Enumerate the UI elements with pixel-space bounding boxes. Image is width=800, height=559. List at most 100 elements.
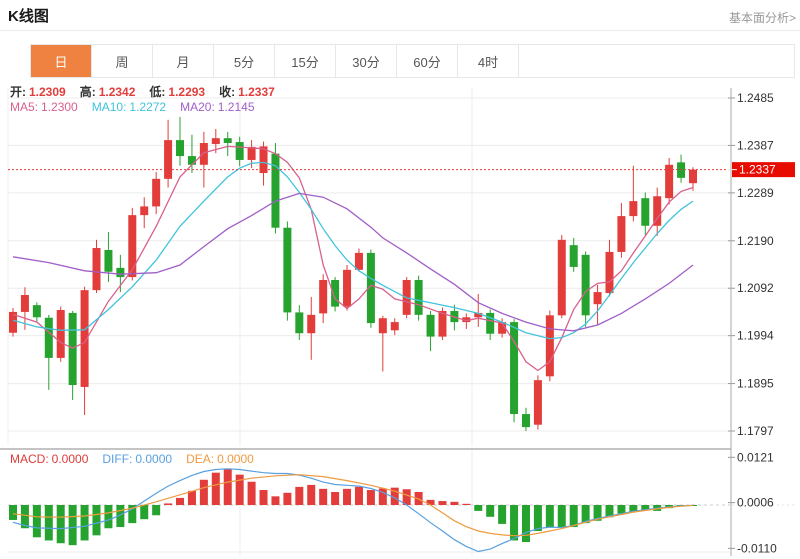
tab-4时[interactable]: 4时 <box>458 45 519 77</box>
macd-histogram-bar <box>247 481 256 505</box>
macd-histogram-bar <box>474 505 483 511</box>
candlestick <box>390 322 399 331</box>
macd-histogram-bar <box>104 505 113 529</box>
price-axis-label: 1.1895 <box>737 377 774 391</box>
candlestick <box>128 215 137 278</box>
fundamental-analysis-link[interactable]: 基本面分析> <box>728 11 796 25</box>
candlestick <box>557 239 566 316</box>
candlestick <box>605 251 614 294</box>
macd-histogram-bar <box>68 505 77 546</box>
macd-axis-label: -0.0110 <box>737 541 777 555</box>
candlestick <box>20 294 29 312</box>
macd-histogram-bar <box>390 487 399 505</box>
tab-日[interactable]: 日 <box>31 45 92 77</box>
ohlc-legend: 开: 1.2309 高: 1.2342 低: 1.2293 收: 1.2337 <box>10 85 275 99</box>
price-axis-label: 1.2289 <box>737 186 774 200</box>
candlestick <box>104 249 113 272</box>
candlestick <box>462 317 471 323</box>
legend-label: MA20: <box>180 100 215 114</box>
candlestick <box>44 317 53 358</box>
candlestick <box>295 312 304 334</box>
macd-histogram-bar <box>450 501 459 505</box>
macd-histogram-bar <box>438 501 447 505</box>
macd-histogram-bar <box>116 505 125 528</box>
macd-histogram-bar <box>56 505 65 544</box>
macd-histogram-bar <box>402 489 411 505</box>
legend-value: 1.2272 <box>129 100 167 114</box>
macd-histogram-bar <box>366 490 375 505</box>
tab-5分[interactable]: 5分 <box>214 45 275 77</box>
candlestick <box>331 279 340 307</box>
candlestick <box>665 164 674 199</box>
candlestick <box>140 206 149 216</box>
candlestick <box>569 245 578 267</box>
candlestick <box>521 414 530 428</box>
price-axis-label: 1.2485 <box>737 91 774 105</box>
candlestick <box>498 322 507 334</box>
tab-15分[interactable]: 15分 <box>275 45 336 77</box>
candlestick <box>510 322 519 415</box>
price-axis-label: 1.2387 <box>737 138 774 152</box>
candlestick <box>116 267 125 278</box>
candlestick <box>343 269 352 307</box>
legend-item: MA10: 1.2272 <box>92 100 166 114</box>
ma20-line <box>12 192 694 332</box>
ma5-line <box>12 145 694 372</box>
price-axis-label: 1.2190 <box>737 234 774 248</box>
diff-line <box>12 468 694 553</box>
macd-histogram-bar <box>426 499 435 505</box>
candlestick <box>593 292 602 305</box>
current-price-badge-label: 1.2337 <box>739 163 776 177</box>
macd-histogram-bar <box>176 497 185 505</box>
tab-30分[interactable]: 30分 <box>336 45 397 77</box>
current-price-badge <box>732 162 795 178</box>
candlestick <box>319 279 328 314</box>
macd-histogram-bar <box>259 490 268 505</box>
price-axis-label: 1.2092 <box>737 281 774 295</box>
macd-histogram-bar <box>44 505 53 541</box>
candlestick <box>545 315 554 377</box>
macd-histogram-bar <box>283 492 292 505</box>
legend-label: DIFF: <box>102 452 133 466</box>
legend-value: 1.2342 <box>98 85 136 99</box>
legend-item: 开: 1.2309 <box>10 85 66 99</box>
candlestick <box>235 142 244 160</box>
candlestick <box>366 252 375 324</box>
macd-histogram-bar <box>211 472 220 505</box>
legend-item: DEA: 0.0000 <box>186 452 254 466</box>
legend-item: 低: 1.2293 <box>149 85 205 99</box>
legend-label: 高: <box>79 85 96 99</box>
tab-周[interactable]: 周 <box>92 45 153 77</box>
macd-histogram-bar <box>462 503 471 505</box>
interval-tabbar: 日周月 5分 15分 30分 60分 4时 <box>30 44 795 78</box>
candlestick <box>164 140 173 179</box>
macd-histogram-bar <box>295 486 304 505</box>
ma-legend: MA5: 1.2300 MA10: 1.2272 MA20: 1.2145 <box>10 100 255 114</box>
legend-label: MACD: <box>10 452 49 466</box>
candlestick <box>414 279 423 315</box>
candlestick <box>378 318 387 334</box>
legend-item: 收: 1.2337 <box>219 85 275 99</box>
candlestick <box>617 216 626 252</box>
macd-legend: MACD: 0.0000 DIFF: 0.0000 DEA: 0.0000 <box>10 452 254 466</box>
candlestick <box>474 312 483 318</box>
macd-histogram-bar <box>581 505 590 524</box>
macd-histogram-bar <box>319 488 328 505</box>
macd-histogram-bar <box>20 505 29 529</box>
candlestick <box>32 305 41 318</box>
macd-histogram-bar <box>557 505 566 528</box>
macd-histogram-bar <box>32 505 41 538</box>
candlestick <box>259 146 268 174</box>
legend-item: MA20: 1.2145 <box>180 100 254 114</box>
macd-histogram-bar <box>533 505 542 532</box>
macd-histogram-bar <box>617 505 626 514</box>
legend-value: 1.2145 <box>217 100 255 114</box>
macd-histogram-bar <box>92 505 101 536</box>
legend-item: 高: 1.2342 <box>80 85 136 99</box>
macd-histogram-bar <box>187 490 196 505</box>
macd-histogram-bar <box>235 474 244 505</box>
tab-月[interactable]: 月 <box>153 45 214 77</box>
tab-60分[interactable]: 60分 <box>397 45 458 77</box>
macd-histogram-bar <box>140 505 149 520</box>
